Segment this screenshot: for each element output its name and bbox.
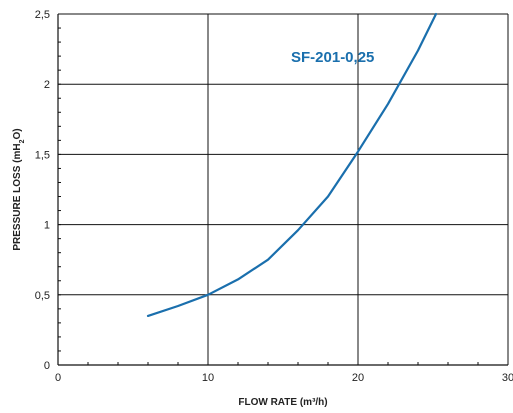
series bbox=[146, 12, 438, 317]
series-line-0 bbox=[146, 12, 438, 317]
x-axis-title: FLOW RATE (m³/h) bbox=[238, 397, 327, 408]
y-axis-title-subscript: 2 bbox=[19, 139, 26, 143]
y-axis-title-end: O) bbox=[12, 128, 23, 139]
series-label: SF-201-0,25 bbox=[291, 49, 374, 66]
y-tick-label-1: 0,5 bbox=[35, 290, 50, 302]
x-tick-label-1: 10 bbox=[202, 372, 214, 384]
labels: FLOW RATE (m³/h) PRESSURE LOSS (mH2O) SF… bbox=[12, 49, 374, 408]
y-axis-title-main: PRESSURE LOSS (mH bbox=[12, 143, 23, 250]
y-axis-title: PRESSURE LOSS (mH2O) bbox=[12, 128, 26, 250]
grid bbox=[58, 13, 509, 365]
x-tick-label-3: 30 bbox=[502, 372, 513, 384]
y-tick-label-5: 2,5 bbox=[35, 9, 50, 21]
y-tick-label-3: 1,5 bbox=[35, 149, 50, 161]
x-tick-label-2: 20 bbox=[352, 372, 364, 384]
y-tick-label-4: 2 bbox=[44, 79, 50, 91]
axes: 0 10 20 30 0 0,5 1 1,5 2 2,5 bbox=[35, 9, 513, 384]
y-tick-label-0: 0 bbox=[44, 360, 50, 372]
x-tick-label-0: 0 bbox=[55, 372, 61, 384]
y-tick-label-2: 1 bbox=[44, 220, 50, 232]
